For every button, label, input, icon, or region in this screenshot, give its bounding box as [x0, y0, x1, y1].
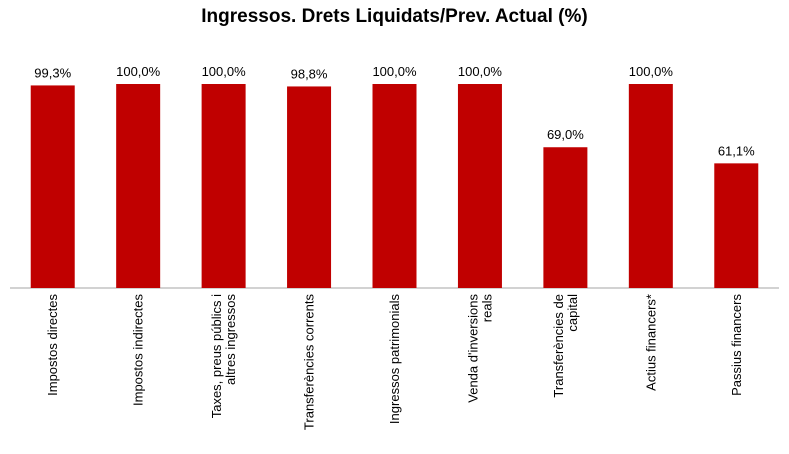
category-label: Transferències corrents — [302, 294, 317, 431]
chart-title: Ingressos. Drets Liquidats/Prev. Actual … — [201, 6, 588, 27]
category-label: Ingressos patrimonials — [387, 294, 402, 425]
data-label: 100,0% — [458, 64, 503, 79]
category-label: Actius financers* — [643, 294, 658, 391]
category-label: Taxes, preus públics ialtres ingressos — [209, 294, 238, 419]
data-label: 100,0% — [116, 64, 161, 79]
bar — [543, 147, 588, 288]
bar — [714, 163, 759, 288]
category-label: Venda d'inversionsreals — [465, 294, 494, 403]
bar — [30, 85, 75, 288]
bar — [287, 86, 332, 288]
bar — [457, 84, 502, 288]
category-label: Passius financers — [729, 294, 744, 396]
data-label: 61,1% — [718, 143, 755, 158]
category-label: Transferències decapital — [551, 294, 580, 398]
data-label: 98,8% — [291, 66, 328, 81]
bar — [116, 84, 161, 288]
bar — [628, 84, 673, 288]
data-label: 69,0% — [547, 127, 584, 142]
category-label: Impostos directes — [45, 294, 60, 396]
data-label: 100,0% — [372, 64, 417, 79]
bar — [201, 84, 246, 288]
data-label: 99,3% — [34, 65, 71, 80]
data-label: 100,0% — [629, 64, 674, 79]
data-label: 100,0% — [202, 64, 247, 79]
bar — [372, 84, 417, 288]
category-label: Impostos indirectes — [131, 294, 146, 406]
